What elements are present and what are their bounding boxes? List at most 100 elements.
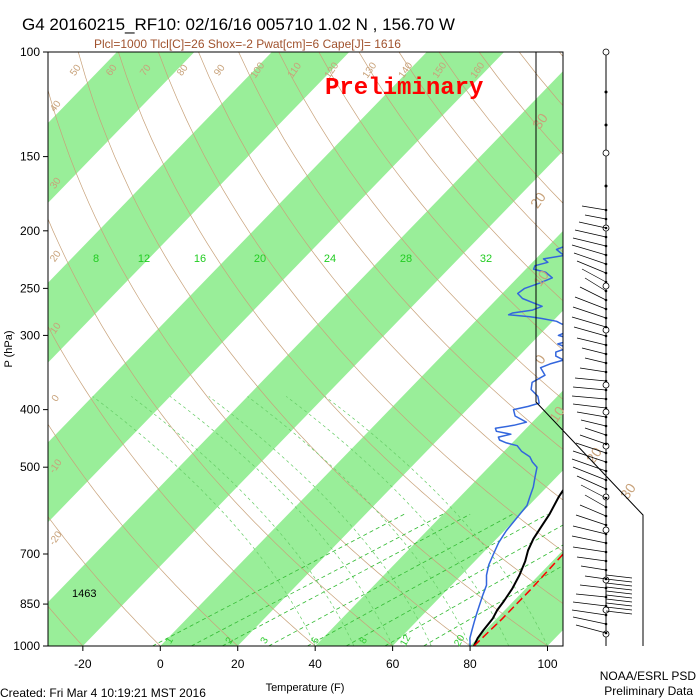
wind-barb	[575, 624, 607, 634]
wind-dot	[604, 442, 608, 446]
wind-barb	[574, 377, 607, 382]
series-dewpoint-line	[469, 246, 563, 646]
dry-adiabat-line	[640, 52, 700, 646]
wind-dot	[604, 307, 608, 311]
dry-adiabat-label: -20	[47, 529, 65, 548]
chart-subtitle: Plcl=1000 Tlcl[C]=26 Shox=-2 Pwat[cm]=6 …	[94, 37, 401, 51]
wind-barb	[605, 594, 633, 599]
dry-adiabat-line	[680, 52, 700, 646]
wind-barb	[571, 244, 607, 256]
wind-dot	[604, 379, 608, 383]
y-tick-label: 200	[20, 224, 40, 238]
wind-barb	[572, 466, 607, 481]
isotherm-label: 32	[480, 253, 492, 265]
wind-calm-circle	[602, 526, 610, 534]
dry-adiabat-label: 90	[212, 62, 228, 78]
isotherm-label: 28	[400, 253, 412, 265]
mixing-ratio-label: 2	[224, 635, 237, 646]
y-tick-label: 150	[20, 150, 40, 164]
mixing-ratio-line	[307, 513, 548, 646]
moist-adiabat-label: 20	[527, 189, 549, 211]
isotherm-labels: 8 12 16 20 24 28 32	[93, 253, 492, 265]
wind-dot	[604, 460, 608, 464]
y-axis-label: P (hPa)	[3, 330, 15, 367]
wind-barb	[605, 574, 633, 579]
wind-dot	[604, 604, 608, 608]
moist-adiabat-line	[131, 396, 355, 646]
mixing-ratio-labels: 1 2 3 5 8 12 20	[164, 633, 468, 649]
x-axis-ticks: -20 0 20 40 60 80 100	[74, 646, 558, 671]
series-parcel-line	[473, 553, 563, 646]
wind-dot	[604, 208, 608, 212]
wind-barb	[572, 601, 607, 607]
series-temperature-line	[472, 488, 563, 646]
wind-calm-circle	[602, 606, 610, 614]
wind-barb	[580, 484, 607, 499]
wind-dot	[604, 388, 608, 392]
mixing-ratio-line	[423, 565, 563, 646]
wind-barb	[584, 427, 607, 436]
wind-barb	[575, 514, 607, 526]
chart-title: G4 20160215_RF10: 02/16/16 005710 1.02 N…	[22, 15, 455, 34]
wind-dot	[604, 451, 608, 455]
wind-barb	[605, 582, 633, 587]
dry-adiabat-line	[48, 516, 161, 646]
wind-dot	[604, 487, 608, 491]
wind-dot	[604, 90, 608, 94]
x-tick-label: 40	[309, 657, 323, 671]
wind-barb	[572, 450, 607, 463]
wind-barb	[605, 610, 633, 615]
isotherm-label: 24	[324, 253, 336, 265]
wind-barb	[584, 214, 607, 220]
wind-barb-panel	[535, 48, 644, 646]
wind-dot	[604, 532, 608, 536]
wind-barb	[581, 347, 607, 355]
wind-dot	[604, 316, 608, 320]
wind-barb	[572, 546, 607, 553]
mixing-ratio-line	[152, 513, 405, 646]
dry-adiabat-line	[158, 52, 563, 552]
wind-barb	[584, 494, 607, 508]
wind-dot	[604, 123, 608, 127]
wind-barb	[576, 411, 607, 418]
created-timestamp: Created: Fri Mar 4 10:19:21 MST 2016	[0, 686, 206, 700]
wind-barb	[605, 578, 633, 583]
dry-adiabat-label: 20	[48, 248, 64, 264]
wind-calm-circle	[602, 381, 610, 389]
wind-barb	[579, 367, 607, 373]
wind-dot	[604, 550, 608, 554]
wind-barb	[572, 525, 607, 535]
wind-dot	[604, 595, 608, 599]
wind-barb	[572, 386, 607, 391]
wind-barb	[571, 458, 607, 472]
wind-barb	[576, 556, 607, 562]
moist-adiabat-line	[92, 396, 316, 646]
wind-dot	[604, 343, 608, 347]
wind-barb	[584, 575, 607, 580]
wind-dot	[604, 541, 608, 545]
wind-dot	[604, 631, 608, 635]
wind-barb	[571, 609, 607, 616]
moist-adiabats	[92, 396, 548, 646]
mixing-ratio-line	[345, 524, 563, 646]
wind-dot	[604, 505, 608, 509]
wind-dot	[604, 253, 608, 257]
wind-barb	[581, 268, 607, 283]
mixing-ratio-label: 3	[259, 635, 272, 646]
y-tick-label: 700	[20, 547, 40, 561]
wind-dot	[604, 496, 608, 500]
wind-dot	[604, 406, 608, 410]
dry-adiabat-line	[278, 52, 563, 400]
isotherm-label: 16	[194, 253, 206, 265]
wind-dot	[604, 271, 608, 275]
wind-panel-border	[535, 52, 644, 646]
wind-barb	[578, 221, 607, 229]
wind-dot	[604, 280, 608, 284]
wind-barb	[576, 475, 607, 490]
y-tick-label: 300	[20, 328, 40, 342]
wind-dot	[604, 325, 608, 329]
wind-dot	[604, 217, 608, 221]
x-tick-label: 100	[537, 657, 557, 671]
wind-barb	[572, 237, 607, 247]
